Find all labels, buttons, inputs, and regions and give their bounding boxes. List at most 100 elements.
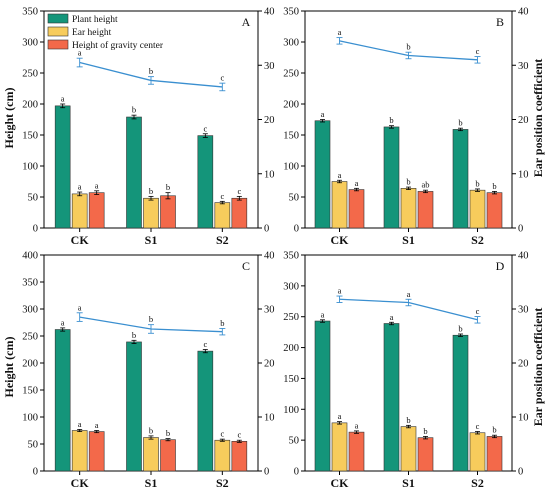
y-tick-label: 250 [283,69,299,80]
significance-label: a [321,309,325,319]
y-tick-label: 100 [283,405,299,416]
significance-label: b [492,181,496,191]
line-significance-label: a [338,27,342,37]
legend-swatch-gravity [47,39,69,50]
bar-gravity [348,431,365,472]
x-tick-label: S1 [402,476,415,490]
bar-plant [197,350,214,472]
y2-tick-label: 40 [264,251,275,262]
bar-plant [54,329,71,472]
x-tick-label: S2 [471,233,484,247]
significance-label: b [132,105,136,115]
line-significance-label: b [220,318,224,328]
y-tick-label: 350 [22,278,38,289]
significance-label: a [338,411,342,421]
significance-label: ab [421,180,429,190]
significance-label: c [237,186,241,196]
bar-gravity [231,197,248,229]
significance-label: b [149,186,153,196]
line-significance-label: a [407,289,411,299]
bar-gravity [417,191,434,229]
bar-ear [71,193,88,229]
bar-plant [314,120,331,229]
bar-ear [400,188,417,229]
x-tick-label: S1 [402,233,415,247]
x-tick-label: S2 [216,233,229,247]
y-tick-label: 300 [283,281,299,292]
y2-tick-label: 20 [518,115,529,126]
significance-label: c [476,421,480,431]
y2-tick-label: 0 [518,467,523,478]
significance-label: b [423,426,427,436]
y-tick-label: 100 [22,413,38,424]
bar-plant [383,126,400,229]
significance-label: c [220,191,224,201]
significance-label: a [355,178,359,188]
bar-gravity [88,431,105,472]
bar-plant [314,320,331,472]
significance-label: b [166,428,170,438]
significance-label: b [389,115,393,125]
bar-plant [54,105,71,229]
y2-tick-label: 20 [518,359,529,370]
bar-gravity [231,440,248,472]
y-tick-label: 350 [22,7,38,18]
line-significance-label: b [149,66,153,76]
panel-letter: B [496,15,504,29]
panel-D: 0 50 100 150 200 250 300 350 0 10 20 30 40 CK S1 S2 a a b a… [283,251,528,490]
y2-tick-label: 10 [264,413,275,424]
y2-tick-label: 10 [518,413,529,424]
line-significance-label: a [78,302,82,312]
significance-label: c [203,123,207,133]
line-significance-label: c [220,73,224,83]
y-tick-label: 150 [22,386,38,397]
y-tick-label: 350 [283,7,299,18]
y2-tick-label: 0 [264,467,269,478]
significance-label: b [406,177,410,187]
legend-label-plant: Plant height [72,15,118,25]
y-tick-label: 300 [283,38,299,49]
bar-ear [469,432,486,472]
x-tick-label: CK [331,233,350,247]
x-tick-label: S2 [471,476,484,490]
significance-label: a [95,180,99,190]
y-tick-label: 200 [283,100,299,111]
bar-plant [197,135,214,229]
panel-C: 0 50 100 150 200 250 300 350 400 0 10 20 30 40 CK S1 S2 a… [22,251,274,490]
line-significance-label: b [149,314,153,324]
bar-gravity [486,192,503,229]
significance-label: a [61,94,65,104]
x-tick-label: S1 [145,233,158,247]
bar-ear [143,197,159,229]
y-tick-label: 150 [283,374,299,385]
line-significance-label: b [406,42,410,52]
y-axis-label-right-top: Ear position coefficient [531,59,545,177]
y-tick-label: 0 [294,467,299,478]
panel-letter: D [496,259,505,273]
y2-tick-label: 40 [264,7,275,18]
y2-tick-label: 40 [518,7,529,18]
significance-label: c [203,339,207,349]
panel-letter: C [242,259,250,273]
bar-ear [331,181,348,229]
bar-ear [331,422,348,472]
legend-swatch-ear [47,26,69,37]
y-tick-label: 250 [283,312,299,323]
y-tick-label: 50 [289,193,300,204]
line-significance-label: c [476,46,480,56]
y2-tick-label: 40 [518,251,529,262]
significance-label: a [78,419,82,429]
bar-plant [452,334,469,472]
y-tick-label: 50 [28,193,39,204]
significance-label: b [492,425,496,435]
y-tick-label: 0 [294,224,299,235]
legend: Plant height Ear height Height of gravity … [47,13,164,51]
significance-label: c [220,429,224,439]
x-tick-label: S1 [145,476,158,490]
bar-ear [400,426,417,472]
y2-tick-label: 20 [264,115,275,126]
significance-label: b [132,330,136,340]
